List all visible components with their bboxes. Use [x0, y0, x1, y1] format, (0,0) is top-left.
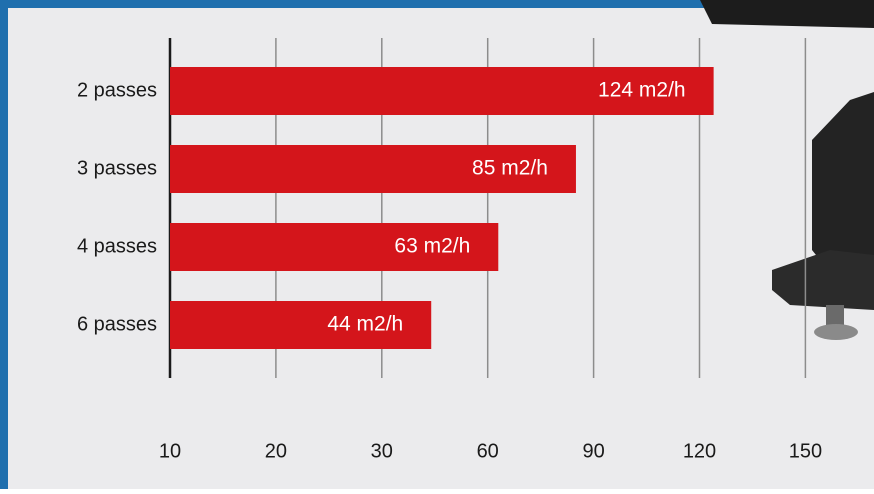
bar — [170, 223, 499, 271]
bar — [170, 301, 432, 349]
value-label: 44 m2/h — [327, 313, 403, 336]
value-label: 63 m2/h — [394, 235, 470, 258]
category-label: 6 passes — [77, 313, 157, 335]
value-label: 124 m2/h — [598, 79, 686, 102]
x-tick-label: 60 — [477, 440, 499, 462]
x-tick-label: 90 — [582, 440, 604, 462]
x-tick-label: 10 — [159, 440, 181, 462]
x-tick-label: 120 — [683, 440, 716, 462]
category-label: 3 passes — [77, 157, 157, 179]
bar — [170, 67, 714, 115]
x-tick-label: 20 — [265, 440, 287, 462]
category-label: 4 passes — [77, 235, 157, 257]
bars — [170, 67, 714, 349]
category-label: 2 passes — [77, 79, 157, 101]
bar — [170, 145, 576, 193]
labels: 10 20 30 60 90 120 150 2 passes 124 m2/h 3 passes… — [77, 79, 822, 463]
x-tick-label: 150 — [789, 440, 822, 462]
printer-illustration — [700, 0, 874, 340]
x-tick-label: 30 — [371, 440, 393, 462]
value-label: 85 m2/h — [472, 157, 548, 180]
